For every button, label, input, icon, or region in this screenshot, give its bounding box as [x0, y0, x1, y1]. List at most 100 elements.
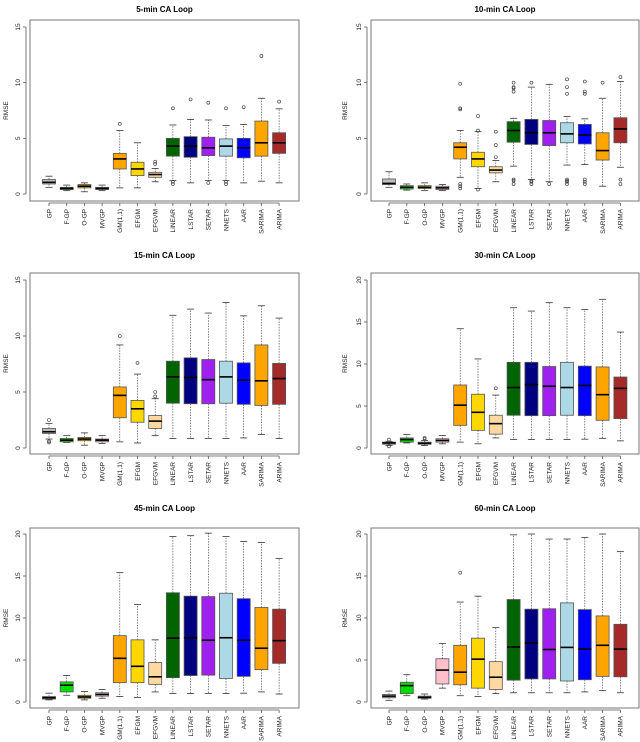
- x-tick-label: NNETS: [223, 461, 230, 484]
- x-tick-label: MVGP: [99, 716, 106, 735]
- y-tick-label: 5: [356, 404, 363, 408]
- outlier-point: [511, 178, 516, 183]
- box-arima: [272, 557, 287, 695]
- box-iqr: [488, 414, 503, 435]
- x-tick-label: GP: [46, 462, 53, 471]
- box-iqr: [272, 363, 287, 405]
- box-iqr: [595, 366, 610, 421]
- x-tick-label: SARIMA: [600, 461, 607, 487]
- box-gp: [382, 690, 396, 701]
- x-tick-label: LSTAR: [188, 209, 195, 230]
- x-tick-label: MVGP: [440, 462, 447, 481]
- box-iqr: [577, 365, 592, 417]
- outlier-point: [118, 334, 122, 338]
- outlier-point: [458, 570, 462, 575]
- box-iqr: [236, 598, 251, 677]
- box-aar: [577, 309, 592, 440]
- x-tick-label: ARIMA: [276, 461, 283, 482]
- y-tick-label: 20: [356, 530, 363, 538]
- box-f-gp: [399, 434, 414, 444]
- box-gm-1-1-: [453, 328, 468, 443]
- x-tick-label: LSTAR: [529, 716, 536, 737]
- box-nnets: [219, 106, 233, 186]
- box-mvgp: [435, 434, 450, 445]
- x-tick-label: SARIMA: [259, 715, 266, 741]
- y-tick-label: 0: [15, 192, 22, 196]
- x-tick-label: EFGM: [135, 209, 142, 228]
- x-tick-label: SETAR: [206, 716, 213, 737]
- box-efgm: [471, 595, 485, 697]
- box-iqr: [165, 592, 180, 679]
- x-tick-label: SARIMA: [600, 715, 607, 741]
- box-efgvm: [148, 159, 163, 183]
- box-sarima: [595, 533, 610, 692]
- box-mvgp: [435, 643, 450, 689]
- y-tick-label: 5: [356, 658, 363, 662]
- box-arima: [613, 551, 628, 694]
- x-tick-label: SETAR: [547, 716, 554, 737]
- outlier-point: [224, 182, 228, 186]
- box-lstar: [183, 97, 198, 184]
- boxplot-panel: 30-min CA Loop 0 5 10 15 20 RMSE GP F-GP O-GP MVGP…: [342, 251, 640, 487]
- outlier-point: [494, 143, 498, 147]
- y-tick-label: 5: [15, 390, 22, 394]
- box-gm-1-1-: [112, 572, 127, 697]
- box-iqr: [506, 121, 521, 143]
- box-iqr: [254, 120, 269, 157]
- outlier-point: [458, 107, 462, 112]
- y-axis-label: RMSE: [3, 608, 10, 627]
- outlier-point: [511, 86, 516, 91]
- outlier-point: [565, 182, 569, 186]
- outlier-point: [206, 181, 211, 185]
- x-tick-label: GM(1,1): [117, 462, 124, 486]
- box-iqr: [471, 637, 485, 689]
- x-tick-label: F-GP: [404, 716, 411, 732]
- y-axis-label: RMSE: [3, 353, 10, 372]
- outlier-point: [47, 418, 51, 422]
- box-iqr: [577, 124, 592, 145]
- y-tick-label: 10: [356, 79, 363, 87]
- y-tick-label: 15: [356, 572, 363, 580]
- box-gm-1-1-: [112, 334, 127, 443]
- outlier-point: [224, 106, 228, 111]
- outlier-point: [476, 128, 480, 133]
- outlier-point: [476, 114, 480, 118]
- box-gm-1-1-: [112, 122, 127, 189]
- outlier-point: [565, 92, 569, 96]
- box-iqr: [613, 117, 628, 144]
- x-tick-label: MVGP: [440, 716, 447, 735]
- box-sarima: [254, 305, 269, 435]
- x-tick-label: SETAR: [206, 462, 213, 483]
- box-mvgp: [95, 184, 109, 192]
- box-nnets: [560, 77, 574, 186]
- box-lstar: [524, 80, 539, 186]
- x-tick-label: EFGVM: [493, 462, 500, 485]
- box-gp: [382, 437, 396, 449]
- box-iqr: [272, 608, 287, 664]
- box-iqr: [453, 644, 468, 686]
- x-tick-label: LSTAR: [529, 462, 536, 483]
- box-linear: [165, 536, 180, 695]
- x-tick-label: EFGVM: [153, 209, 160, 232]
- y-tick-label: 15: [356, 318, 363, 326]
- box-iqr: [201, 359, 216, 405]
- x-tick-label: LINEAR: [170, 716, 177, 740]
- outlier-point: [458, 184, 462, 189]
- y-tick-label: 0: [356, 192, 363, 196]
- box-iqr: [524, 608, 539, 680]
- box-iqr: [577, 609, 592, 681]
- box-setar: [201, 312, 216, 439]
- x-tick-label: LINEAR: [511, 462, 518, 486]
- box-setar: [542, 302, 557, 441]
- box-linear: [506, 307, 521, 441]
- box-aar: [236, 541, 251, 694]
- box-sarima: [595, 80, 610, 187]
- outlier-point: [153, 394, 157, 399]
- x-tick-label: NNETS: [223, 208, 230, 231]
- box-setar: [201, 100, 216, 185]
- outlier-point: [565, 179, 569, 184]
- x-tick-label: GP: [46, 716, 53, 725]
- plot-frame: [29, 272, 300, 455]
- box-lstar: [183, 308, 198, 439]
- x-tick-label: LSTAR: [188, 716, 195, 737]
